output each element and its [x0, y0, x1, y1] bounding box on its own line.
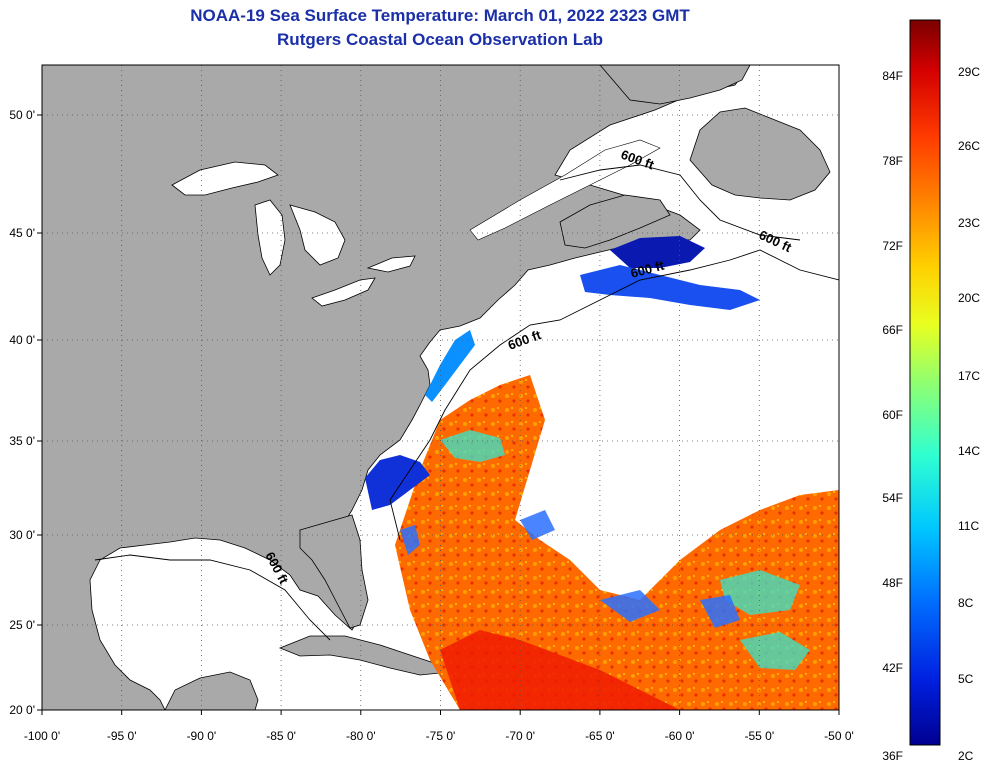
bathymetry-contour: [94, 164, 839, 641]
colorbar-f-label: 54F: [882, 491, 903, 505]
colorbar-c-label: 20C: [958, 291, 980, 305]
lake-michigan: [254, 199, 286, 276]
yucatan-land: [164, 671, 259, 710]
lake-erie: [311, 277, 376, 307]
colorbar-f-label: 48F: [882, 576, 903, 590]
newfoundland-land: [689, 107, 831, 201]
x-tick-label: -55 0': [744, 729, 774, 743]
map-title: NOAA-19 Sea Surface Temperature: March 0…: [190, 6, 690, 25]
colorbar-c-label: 23C: [958, 216, 980, 230]
x-tick-label: -50 0': [824, 729, 854, 743]
colorbar-f-label: 78F: [882, 154, 903, 168]
sst-warm-region: [395, 375, 839, 710]
x-tick-label: -90 0': [187, 729, 217, 743]
x-tick-label: -70 0': [505, 729, 535, 743]
x-tick-label: -65 0': [585, 729, 615, 743]
colorbar-celsius-labels: 29C 26C 23C 20C 17C 14C 11C 8C 5C 2C: [958, 65, 980, 763]
y-tick-label: 25 0': [9, 618, 35, 632]
sst-cold-gulf-of-maine: [610, 236, 705, 268]
x-tick-label: -75 0': [426, 729, 456, 743]
colorbar-c-label: 26C: [958, 139, 980, 153]
colorbar-c-label: 11C: [958, 519, 979, 533]
colorbar-f-label: 66F: [882, 323, 903, 337]
st-lawrence: [469, 139, 661, 241]
y-axis-ticks: 50 0' 45 0' 40 0' 35 0' 30 0' 25 0' 20 0': [9, 108, 42, 717]
colorbar-fahrenheit-labels: 84F 78F 72F 66F 60F 54F 48F 42F 36F: [882, 69, 903, 763]
colorbar-c-label: 5C: [958, 672, 974, 686]
colorbar-f-label: 72F: [882, 239, 903, 253]
y-tick-label: 40 0': [9, 333, 35, 347]
sst-hot-region: [440, 630, 680, 710]
x-tick-label: -80 0': [346, 729, 376, 743]
labrador-land: [599, 65, 751, 105]
lake-superior: [171, 161, 279, 196]
colorbar-c-label: 2C: [958, 749, 974, 763]
colorbar-c-label: 17C: [958, 369, 980, 383]
y-tick-label: 50 0': [9, 108, 35, 122]
lake-huron: [289, 204, 346, 266]
colorbar-f-label: 42F: [882, 661, 903, 675]
sst-chesapeake: [425, 330, 475, 402]
colorbar-f-label: 36F: [882, 749, 903, 763]
y-tick-label: 30 0': [9, 528, 35, 542]
sst-cold-scotian: [580, 265, 760, 310]
x-tick-label: -60 0': [665, 729, 695, 743]
colorbar-c-label: 14C: [958, 444, 980, 458]
florida-land: [299, 514, 369, 629]
x-tick-label: -95 0': [107, 729, 137, 743]
y-tick-label: 45 0': [9, 226, 35, 240]
sst-mixed-patches: [440, 430, 810, 670]
colorbar-f-label: 84F: [882, 69, 903, 83]
x-tick-label: -85 0': [266, 729, 296, 743]
y-tick-label: 35 0': [9, 434, 35, 448]
sst-cold-shelf: [365, 455, 430, 510]
x-tick-label: -100 0': [24, 729, 60, 743]
lake-ontario: [366, 255, 416, 273]
colorbar-c-label: 8C: [958, 596, 974, 610]
colorbar-c-label: 29C: [958, 65, 980, 79]
nova-scotia-land: [559, 194, 671, 249]
y-tick-label: 20 0': [9, 703, 35, 717]
colorbar-f-label: 60F: [882, 408, 903, 422]
x-axis-ticks: -100 0' -95 0' -90 0' -85 0' -80 0' -75 0' -70…: [24, 710, 854, 743]
colorbar: [909, 19, 941, 746]
map-subtitle: Rutgers Coastal Ocean Observation Lab: [277, 30, 603, 49]
